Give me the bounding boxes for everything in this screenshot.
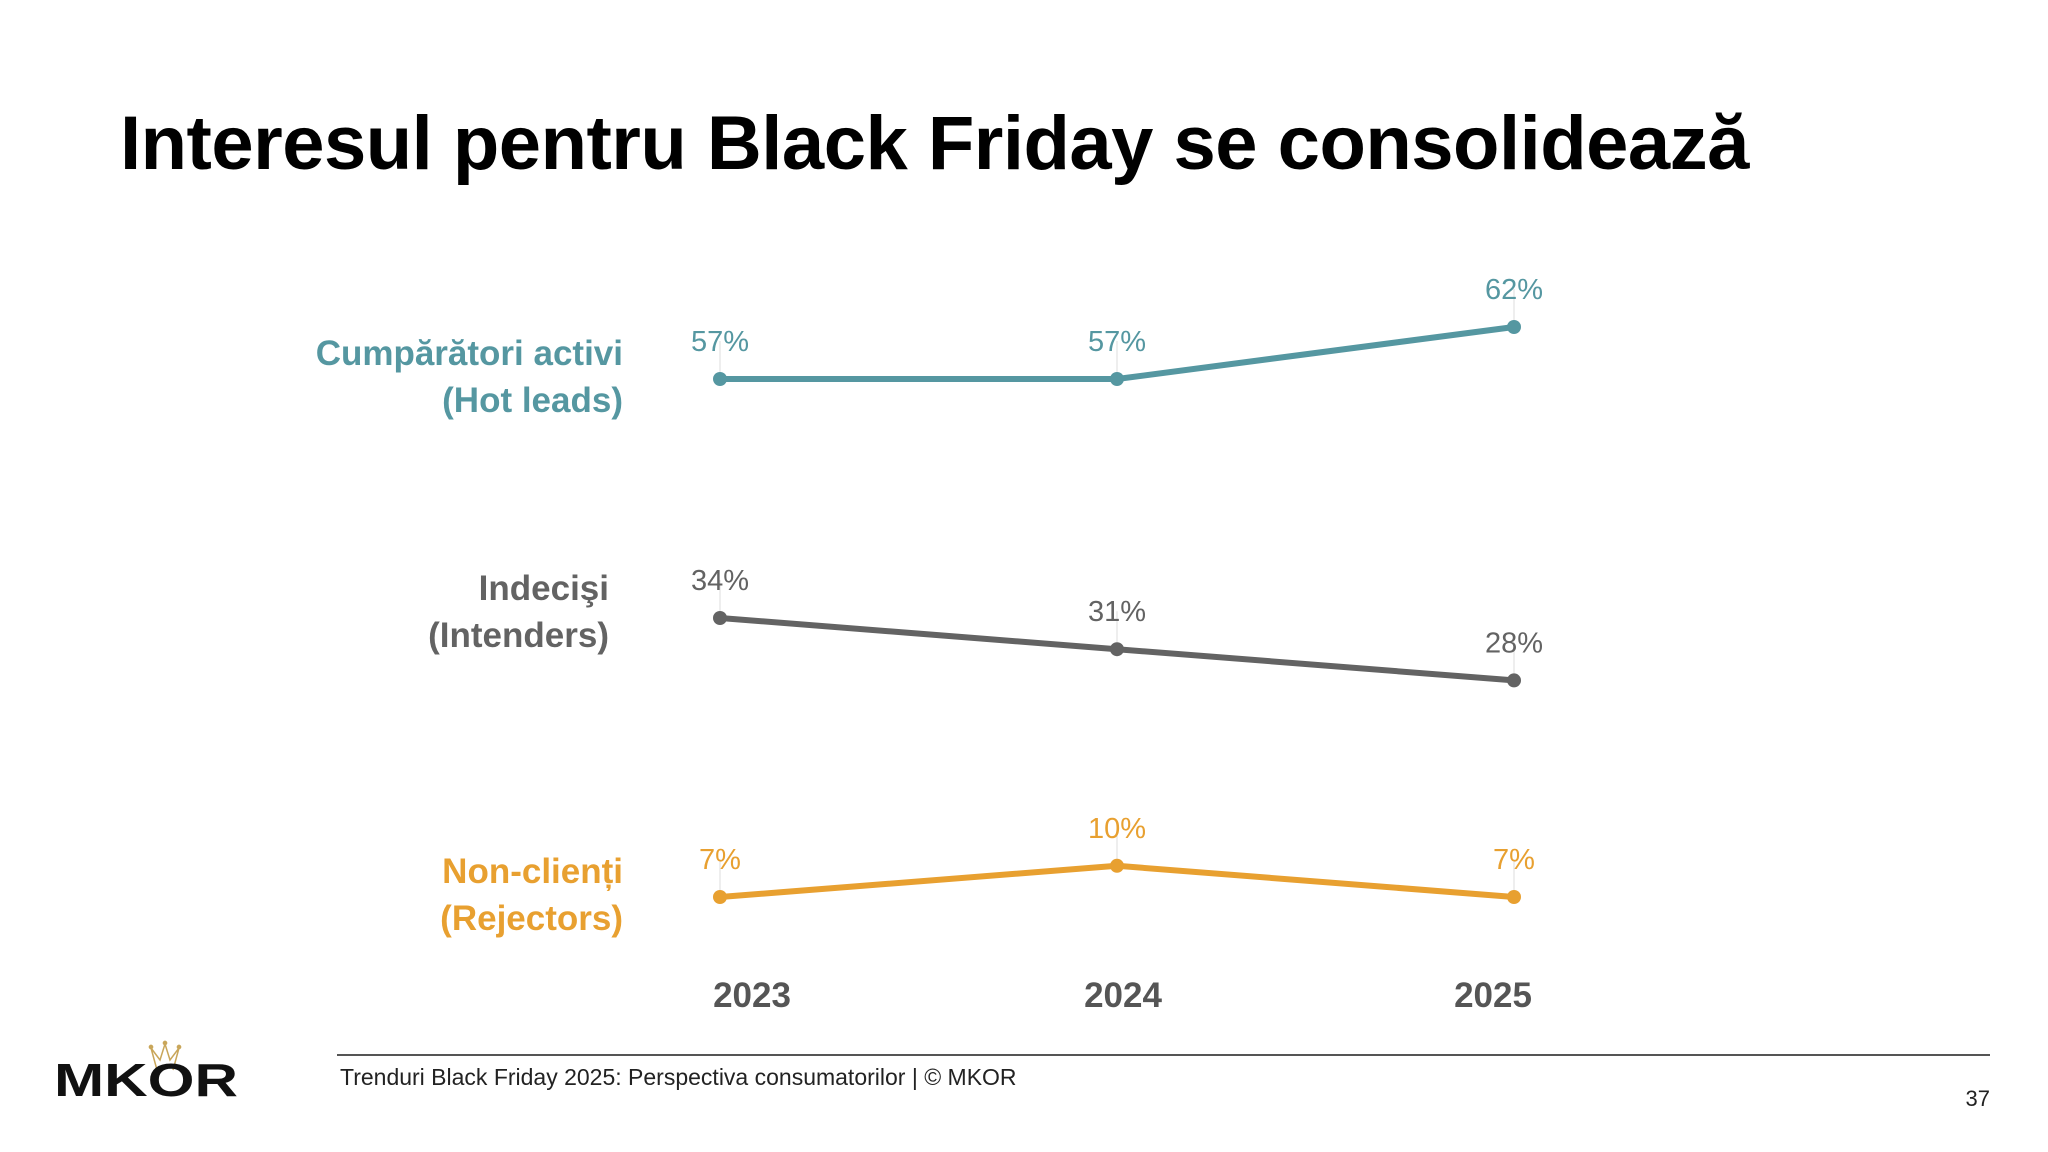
data-label: 10% [1088, 813, 1146, 845]
series-name: Non-clienți [442, 852, 623, 891]
crown-icon [148, 1040, 182, 1071]
data-point [1507, 673, 1521, 688]
page-title: Interesul pentru Black Friday se consoli… [120, 101, 1749, 186]
series-label-rejectors: Non-clienți (Rejectors) [440, 848, 623, 942]
x-tick-label: 2024 [1084, 976, 1162, 1015]
data-point [713, 890, 727, 904]
series-subname: (Hot leads) [442, 381, 623, 420]
data-point [1110, 858, 1124, 873]
data-point [713, 611, 727, 625]
footer-text: Trenduri Black Friday 2025: Perspectiva … [340, 1064, 1017, 1090]
data-point [1507, 320, 1521, 334]
series-subname: (Rejectors) [440, 899, 623, 938]
data-label: 34% [691, 565, 749, 597]
data-label: 57% [691, 326, 749, 358]
page-number: 37 [1965, 1086, 1990, 1111]
footer-divider [337, 1054, 1990, 1056]
mkor-logo: MKOR [54, 1040, 238, 1100]
series-name: Cumpărători activi [315, 334, 623, 373]
data-point [1507, 890, 1521, 904]
data-label: 62% [1485, 274, 1543, 306]
data-label: 57% [1088, 326, 1146, 358]
data-label: 28% [1485, 627, 1543, 659]
x-tick-label: 2025 [1454, 976, 1532, 1015]
data-point [1110, 372, 1124, 386]
data-point [1110, 642, 1124, 657]
series-label-hot-leads: Cumpărători activi (Hot leads) [316, 330, 623, 424]
svg-text:MKOR: MKOR [54, 1054, 238, 1100]
series-subname: (Intenders) [428, 616, 609, 655]
series-label-intenders: Indecişi (Intenders) [428, 565, 609, 659]
data-label: 7% [1493, 844, 1535, 876]
x-tick-label: 2023 [713, 976, 791, 1015]
data-point [713, 372, 727, 386]
series-name: Indecişi [478, 569, 609, 608]
data-label: 31% [1088, 596, 1146, 628]
data-label: 7% [699, 844, 741, 876]
